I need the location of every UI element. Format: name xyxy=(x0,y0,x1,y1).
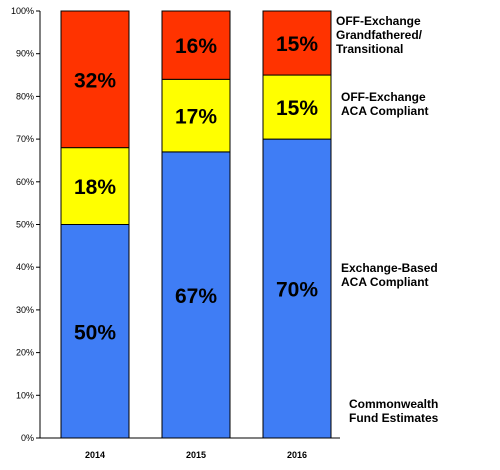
legend-entry-series-0: Exchange-Based ACA Compliant xyxy=(341,261,438,289)
bar-segment-2014-series-0 xyxy=(60,224,130,439)
source-note: Commonwealth Fund Estimates xyxy=(349,397,439,425)
y-tick-label: 20% xyxy=(16,348,34,358)
data-label-2014-series-2: 32% xyxy=(74,69,116,92)
x-tick-label: 2014 xyxy=(85,450,105,460)
legend-line: OFF-Exchange xyxy=(341,90,426,104)
source-note-line: Fund Estimates xyxy=(349,411,439,425)
x-tick-label: 2016 xyxy=(287,450,307,460)
y-tick-label: 10% xyxy=(16,390,34,400)
legend-line: ACA Compliant xyxy=(341,275,429,289)
legend-line: Transitional xyxy=(336,42,403,56)
bar-segment-2015-series-1 xyxy=(161,78,231,153)
bar-segment-2014-series-2 xyxy=(60,10,130,149)
legend-line: Exchange-Based xyxy=(341,261,438,275)
legend-line: ACA Compliant xyxy=(341,104,429,118)
y-tick-label: 50% xyxy=(16,220,34,230)
data-label-2015-series-1: 17% xyxy=(175,106,217,129)
legend-entry-series-1: OFF-Exchange ACA Compliant xyxy=(341,90,429,118)
legend-entry-series-2: OFF-Exchange Grandfathered/Transitional xyxy=(336,14,423,56)
y-tick-label: 30% xyxy=(16,305,34,315)
bar-segment-2015-series-0 xyxy=(161,151,231,439)
legend-line: OFF-Exchange xyxy=(336,14,421,28)
bar-segment-2016-series-1 xyxy=(262,74,332,140)
y-tick-label: 60% xyxy=(16,177,34,187)
data-label-2016-series-0: 70% xyxy=(276,279,318,302)
data-label-2016-series-2: 15% xyxy=(276,33,318,56)
x-axis: 2014 2015 2016 xyxy=(40,437,340,460)
data-labels-layer: 50% 18% 32% 67% 17% 16% 70% 15% 15% xyxy=(74,33,318,344)
data-label-2014-series-1: 18% xyxy=(74,176,116,199)
y-tick-label: 40% xyxy=(16,262,34,272)
source-note-line: Commonwealth xyxy=(349,397,438,411)
data-label-2014-series-0: 50% xyxy=(74,321,116,344)
bar-segment-2016-series-2 xyxy=(262,10,332,76)
data-label-2015-series-2: 16% xyxy=(175,35,217,58)
y-axis: 0% 10% 20% 30% 40% 50% 60% 70% 80% 90% 100% xyxy=(11,6,41,443)
y-tick-label: 100% xyxy=(11,6,34,16)
bars-layer xyxy=(60,10,332,439)
source-note-text: Commonwealth Fund Estimates xyxy=(349,397,439,425)
y-tick-label: 80% xyxy=(16,91,34,101)
y-tick-label: 90% xyxy=(16,49,34,59)
bar-segment-2015-series-2 xyxy=(161,10,231,80)
y-tick-label: 0% xyxy=(21,433,34,443)
bar-segment-2014-series-1 xyxy=(60,147,130,225)
legend-line: Grandfathered/ xyxy=(336,28,423,42)
data-label-2015-series-0: 67% xyxy=(175,285,217,308)
y-tick-label: 70% xyxy=(16,134,34,144)
data-label-2016-series-1: 15% xyxy=(276,97,318,120)
x-tick-label: 2015 xyxy=(186,450,206,460)
